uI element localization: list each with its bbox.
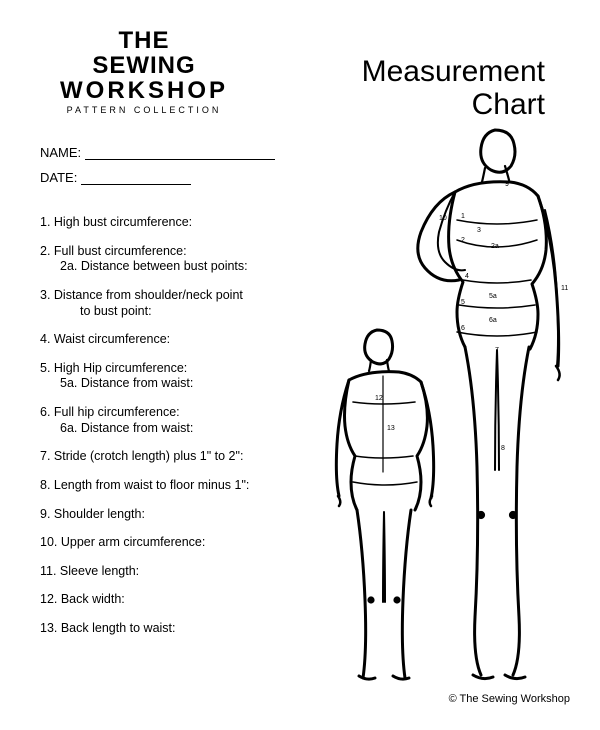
- svg-text:4: 4: [465, 273, 469, 280]
- name-label: NAME:: [40, 145, 81, 160]
- measurement-continuation: to bust point:: [40, 304, 320, 320]
- measurement-line: 6. Full hip circumference:: [40, 405, 320, 421]
- measurement-item: 5. High Hip circumference:5a. Distance f…: [40, 361, 320, 392]
- measurement-item: 1. High bust circumference:: [40, 215, 320, 231]
- name-input-line[interactable]: [85, 148, 275, 160]
- measurement-subitem: 5a. Distance from waist:: [40, 376, 320, 392]
- measurement-item: 9. Shoulder length:: [40, 507, 320, 523]
- title-line-2: Chart: [362, 88, 545, 121]
- logo-line-3: WORKSHOP: [60, 78, 228, 103]
- svg-text:2a: 2a: [491, 243, 499, 250]
- body-figures-svg: 9 1 2 2a 3 4 5 5a 6 6a 7 8 10 11 12 13: [305, 120, 585, 685]
- measurement-line: 1. High bust circumference:: [40, 215, 320, 231]
- measurement-item: 8. Length from waist to floor minus 1":: [40, 478, 320, 494]
- date-input-line[interactable]: [81, 173, 191, 185]
- measurement-item: 3. Distance from shoulder/neck pointto b…: [40, 288, 320, 319]
- svg-text:10: 10: [439, 215, 447, 222]
- date-label: DATE:: [40, 170, 77, 185]
- logo-line-1: THE: [60, 28, 228, 53]
- svg-text:8: 8: [501, 445, 505, 452]
- svg-text:7: 7: [495, 347, 499, 354]
- measurement-list: 1. High bust circumference: 2. Full bust …: [40, 215, 320, 650]
- measurement-item: 6. Full hip circumference:6a. Distance f…: [40, 405, 320, 436]
- name-field-row: NAME:: [40, 145, 275, 160]
- measurement-subitem: 2a. Distance between bust points:: [40, 259, 320, 275]
- page-title: Measurement Chart: [362, 55, 545, 121]
- measurement-item: 2. Full bust circumference:2a. Distance …: [40, 244, 320, 275]
- measurement-item: 12. Back width:: [40, 592, 320, 608]
- measurement-line: 13. Back length to waist:: [40, 621, 320, 637]
- svg-text:13: 13: [387, 425, 395, 432]
- measurement-subitem: 6a. Distance from waist:: [40, 421, 320, 437]
- brand-logo: THE SEWING WORKSHOP PATTERN COLLECTION: [60, 28, 228, 115]
- logo-line-2: SEWING: [60, 53, 228, 78]
- measurement-item: 10. Upper arm circumference:: [40, 535, 320, 551]
- form-fields: NAME: DATE:: [40, 145, 275, 195]
- figure-diagram: 9 1 2 2a 3 4 5 5a 6 6a 7 8 10 11 12 13: [305, 120, 585, 685]
- measurement-item: 7. Stride (crotch length) plus 1" to 2":: [40, 449, 320, 465]
- measurement-line: 12. Back width:: [40, 592, 320, 608]
- svg-text:5: 5: [461, 299, 465, 306]
- svg-text:5a: 5a: [489, 293, 497, 300]
- measurement-line: 3. Distance from shoulder/neck point: [40, 288, 320, 304]
- measurement-item: 4. Waist circumference:: [40, 332, 320, 348]
- measurement-line: 8. Length from waist to floor minus 1":: [40, 478, 320, 494]
- measurement-line: 2. Full bust circumference:: [40, 244, 320, 260]
- svg-text:9: 9: [505, 181, 509, 188]
- logo-collection: PATTERN COLLECTION: [60, 106, 228, 115]
- date-field-row: DATE:: [40, 170, 275, 185]
- svg-text:6: 6: [461, 325, 465, 332]
- svg-text:3: 3: [477, 227, 481, 234]
- measurement-line: 7. Stride (crotch length) plus 1" to 2":: [40, 449, 320, 465]
- measurement-line: 11. Sleeve length:: [40, 564, 320, 580]
- svg-text:12: 12: [375, 395, 383, 402]
- svg-text:1: 1: [461, 213, 465, 220]
- measurement-item: 11. Sleeve length:: [40, 564, 320, 580]
- measurement-line: 4. Waist circumference:: [40, 332, 320, 348]
- svg-text:6a: 6a: [489, 317, 497, 324]
- title-line-1: Measurement: [362, 55, 545, 88]
- copyright-text: © The Sewing Workshop: [449, 693, 570, 705]
- measurement-line: 5. High Hip circumference:: [40, 361, 320, 377]
- measurement-line: 10. Upper arm circumference:: [40, 535, 320, 551]
- svg-text:2: 2: [461, 237, 465, 244]
- measurement-line: 9. Shoulder length:: [40, 507, 320, 523]
- measurement-item: 13. Back length to waist:: [40, 621, 320, 637]
- svg-text:11: 11: [561, 285, 568, 292]
